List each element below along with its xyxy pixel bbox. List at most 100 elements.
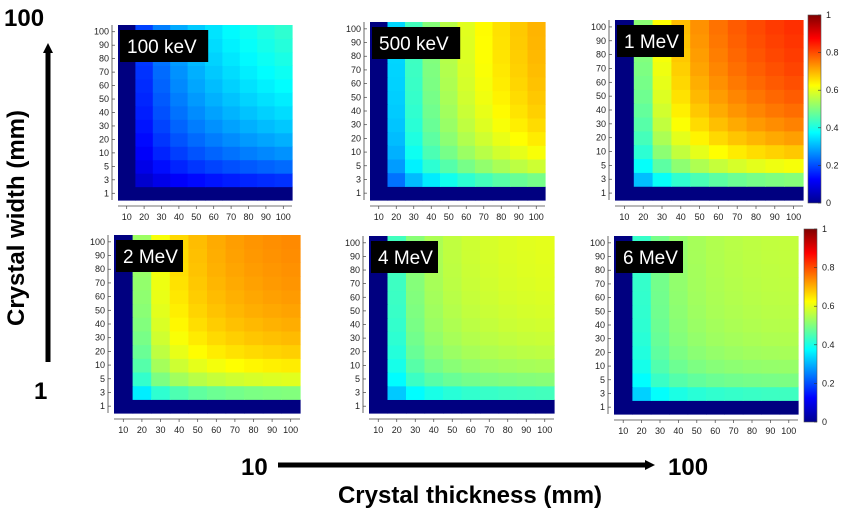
heatmap-cell	[784, 20, 804, 35]
heatmap-cell	[687, 400, 707, 415]
heatmap-cell	[205, 105, 223, 120]
heatmap-cell	[724, 359, 744, 374]
heatmap-cell	[669, 277, 689, 292]
heatmap-cell	[170, 92, 189, 107]
heatmap-cell	[461, 236, 481, 251]
heatmap-cell	[187, 105, 206, 120]
heatmap-cell	[151, 289, 171, 305]
heatmap-cell	[169, 358, 189, 373]
heatmap-cell	[114, 385, 134, 400]
heatmap-cell	[169, 317, 189, 332]
heatmap-cell	[632, 386, 652, 401]
heatmap-cell	[761, 290, 781, 306]
heatmap-cell	[169, 330, 189, 346]
colorbar-tick-label: 0.6	[826, 85, 839, 95]
heatmap-cell	[765, 144, 785, 160]
heatmap-cell	[742, 331, 762, 347]
heatmap-cell	[779, 386, 799, 401]
heatmap-cell	[784, 89, 804, 104]
heatmap-cell	[724, 249, 744, 264]
heatmap-cell	[244, 317, 264, 332]
heatmap-cell	[746, 144, 766, 160]
heatmap-cell	[170, 65, 189, 80]
heatmap-cell	[205, 159, 223, 174]
heatmap-cell	[765, 61, 785, 76]
heatmap-cell	[706, 304, 725, 319]
heatmap-cell	[405, 117, 424, 133]
heatmap-cell	[440, 158, 459, 174]
heatmap-cell	[669, 331, 689, 347]
heatmap-cell	[690, 89, 710, 104]
heatmap-cell	[709, 75, 729, 90]
heatmap-cell	[170, 173, 189, 188]
heatmap-cell	[405, 158, 424, 174]
heatmap-cell	[257, 173, 276, 188]
heatmap-cell	[257, 51, 276, 66]
heatmap-cell	[387, 317, 407, 332]
heatmap-cell	[207, 235, 227, 250]
heatmap-cell	[527, 22, 546, 37]
heatmap-cell	[114, 276, 134, 291]
heatmap-cell	[669, 372, 689, 388]
heatmap-cell	[652, 116, 672, 132]
heatmap-cell	[274, 105, 293, 120]
heatmap-cell	[671, 116, 691, 132]
y-tick-label: 80	[351, 51, 361, 61]
y-tick-label: 80	[596, 50, 606, 60]
x-tick-label: 90	[261, 212, 271, 222]
heatmap-cell	[225, 344, 245, 359]
heatmap-cell	[706, 372, 725, 388]
energy-label-box	[617, 25, 684, 57]
heatmap-cell	[370, 76, 389, 92]
heatmap-cell	[205, 51, 223, 66]
heatmap-cell	[480, 276, 500, 292]
energy-label-box	[116, 240, 183, 272]
heatmap-cell	[724, 400, 744, 415]
heatmap-cell	[498, 317, 518, 332]
heatmap-cell	[205, 132, 223, 147]
heatmap-cell	[706, 263, 725, 278]
heatmap-cell	[239, 119, 258, 134]
y-tick-label: 60	[596, 77, 606, 87]
heatmap-cell	[671, 103, 691, 118]
heatmap-cell	[281, 344, 301, 359]
heatmap-cell	[114, 317, 134, 332]
x-tick-label: 10	[618, 426, 628, 436]
heatmap-cell	[614, 345, 633, 360]
heatmap-cell	[169, 399, 189, 414]
heatmap-cell	[687, 249, 707, 264]
heatmap-cell	[387, 117, 406, 133]
heatmap-cell	[239, 25, 258, 40]
heatmap-cell	[281, 262, 301, 277]
x-tick-label: 80	[248, 425, 258, 435]
x-tick-label: 100	[283, 425, 298, 435]
heatmap-cell	[205, 146, 223, 161]
heatmap-cell	[135, 65, 154, 80]
x-tick-label: 40	[429, 425, 439, 435]
heatmap-cell	[369, 304, 389, 319]
heatmap-cell	[387, 131, 406, 146]
heatmap-cell	[615, 75, 635, 90]
y-tick-label: 50	[99, 94, 109, 104]
heatmap-cell	[244, 330, 264, 346]
x-tick-label: 70	[479, 212, 489, 222]
y-tick-label: 100	[591, 22, 606, 32]
heatmap-cell	[690, 144, 710, 160]
heatmap-cell	[205, 78, 223, 93]
y-tick-label: 20	[350, 347, 360, 357]
heatmap-cell	[440, 186, 459, 201]
x-tick-label: 40	[174, 212, 184, 222]
energy-label-box	[372, 27, 461, 59]
heatmap-cell	[406, 317, 426, 332]
x-tick-label: 60	[710, 426, 720, 436]
heatmap-panel: 1 3 5 10 20 30 40 50 60 70 80 90 100 10 20 30 40 50 60 70 80…	[94, 25, 293, 222]
y-tick-label: 30	[95, 333, 105, 343]
x-tick-label: 20	[139, 212, 149, 222]
heatmap-cell	[406, 399, 426, 414]
heatmap-cell	[761, 249, 781, 264]
heatmap-cell	[652, 103, 672, 118]
heatmap-cell	[225, 385, 245, 400]
y-tick-label: 100	[346, 24, 361, 34]
heatmap-cell	[151, 385, 171, 400]
heatmap-cell	[152, 159, 171, 174]
